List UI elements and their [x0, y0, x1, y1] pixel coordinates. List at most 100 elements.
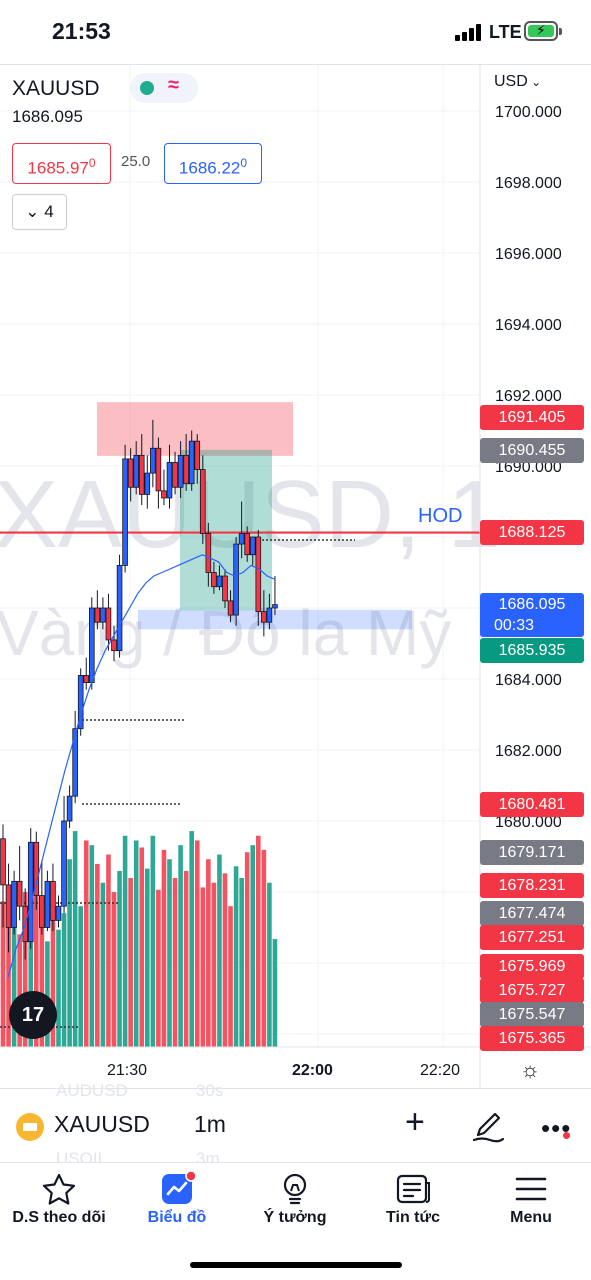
indicators-toggle-button[interactable]: ⌄ 4: [12, 194, 67, 230]
candle-body: [155, 447, 162, 492]
hamburger-menu-icon: [515, 1177, 547, 1201]
candle-body: [183, 454, 189, 485]
volume-bar: [122, 835, 128, 1047]
candle-body: [33, 841, 40, 896]
candle-body: [66, 795, 73, 822]
candle-body: [249, 536, 256, 556]
hod-price-tag[interactable]: 1688.125: [480, 520, 584, 545]
price-tag[interactable]: 1675.365: [480, 1026, 584, 1051]
price-tag[interactable]: 1685.935: [480, 638, 584, 663]
volume-bar: [222, 873, 228, 1047]
time-axis-label: 21:30: [107, 1062, 147, 1079]
add-icon[interactable]: +: [405, 1103, 425, 1141]
bar-countdown: 00:33: [494, 617, 535, 634]
price-tag[interactable]: 1691.405: [480, 405, 584, 430]
candle-body: [116, 564, 123, 651]
volume-bar: [178, 845, 183, 1047]
candle-body: [261, 611, 267, 623]
buy-button[interactable]: 1686.220: [164, 143, 262, 184]
interval-button[interactable]: 1m: [194, 1111, 226, 1137]
candle-body: [39, 895, 45, 928]
ghost-interval: 30s: [196, 1081, 224, 1100]
volume-bar: [22, 892, 28, 1047]
drawing-tools-pen-icon[interactable]: [470, 1107, 506, 1143]
volume-bar: [95, 863, 100, 1047]
candle-body: [255, 536, 262, 612]
candle-body: [272, 604, 278, 609]
price-tag[interactable]: 1677.251: [480, 925, 584, 950]
price-tag[interactable]: 1675.969: [480, 954, 584, 979]
price-tag[interactable]: 1675.727: [480, 978, 584, 1003]
candle-body: [227, 600, 234, 616]
candle-body: [238, 533, 245, 545]
price-tag[interactable]: 1679.171: [480, 840, 584, 865]
price-axis-label: 1690.000: [495, 459, 562, 476]
current-price-tag[interactable]: 1686.095 00:33: [480, 593, 584, 637]
price-axis-label: 1698.000: [495, 175, 562, 192]
time-axis-label: 22:20: [420, 1062, 460, 1079]
symbol-search-button[interactable]: XAUUSD: [54, 1111, 150, 1137]
candle-body: [233, 543, 239, 616]
volume-bar: [67, 859, 72, 1047]
candle-body: [127, 458, 134, 488]
candle-body: [61, 820, 67, 907]
price-tag[interactable]: 1680.481: [480, 792, 584, 817]
chart-area[interactable]: XAUUSD, 1 Vàng / Đô la Mỹ 1700.000 1698.000…: [0, 64, 591, 1088]
volume-bar: [17, 934, 22, 1047]
nav-label: Biểu đồ: [147, 1209, 207, 1226]
candle-body: [50, 880, 56, 921]
candle-body: [216, 575, 223, 588]
price-tag[interactable]: 1677.474: [480, 901, 584, 926]
volume-bar: [156, 889, 161, 1047]
volume-bar: [83, 840, 89, 1047]
volume-bar: [128, 878, 133, 1047]
volume-bar: [211, 882, 217, 1047]
nav-chart[interactable]: Biểu đồ: [118, 1163, 236, 1243]
symbol-name[interactable]: XAUUSD: [12, 77, 100, 100]
candle-body: [0, 838, 6, 886]
more-options-icon[interactable]: •••: [541, 1113, 572, 1143]
volume-bar: [256, 835, 261, 1047]
nav-ideas[interactable]: Ý tưởng: [236, 1163, 354, 1243]
candle-body: [5, 884, 12, 928]
candle-body: [122, 458, 128, 566]
volume-bar: [167, 859, 172, 1047]
candle-body: [94, 607, 101, 623]
market-status-pill[interactable]: ≈: [130, 73, 198, 103]
volume-bar: [239, 878, 244, 1047]
volume-bar: [233, 866, 239, 1047]
bid-price-small: 0: [88, 156, 96, 170]
price-axis-label: 1680.000: [495, 814, 562, 831]
volume-bar: [200, 887, 206, 1047]
volume-bar: [11, 882, 17, 1047]
candle-body: [222, 575, 228, 602]
current-price: 1686.095: [498, 596, 566, 613]
time-axis-label: 22:00: [292, 1062, 333, 1079]
sell-button[interactable]: 1685.970: [12, 143, 111, 184]
volume-bar: [206, 859, 211, 1047]
nav-news[interactable]: Tin tức: [354, 1163, 472, 1243]
nav-menu[interactable]: Menu: [472, 1163, 590, 1243]
volume-bar: [34, 873, 39, 1047]
settings-gear-icon[interactable]: ☼: [520, 1057, 541, 1082]
price-tag[interactable]: 1675.547: [480, 1002, 584, 1027]
currency-selector[interactable]: USD ⌄: [494, 73, 541, 91]
volume-bar: [272, 939, 278, 1047]
volume-bar: [189, 831, 194, 1047]
ask-price-small: 0: [240, 156, 248, 170]
price-tag[interactable]: 1678.231: [480, 873, 584, 898]
tradingview-logo-icon[interactable]: 17: [9, 991, 57, 1039]
candle-body: [111, 639, 117, 652]
candle-body: [44, 880, 51, 928]
volume-bar: [139, 847, 145, 1047]
candle-body: [16, 880, 23, 907]
last-price: 1686.095: [12, 107, 83, 126]
candle-body: [105, 607, 112, 641]
price-tag[interactable]: 1690.455: [480, 438, 584, 463]
signal-strength-icon: [455, 24, 481, 41]
price-axis-label: 1682.000: [495, 743, 562, 760]
demand-zone: [138, 609, 412, 630]
nav-label: Menu: [510, 1209, 552, 1226]
nav-watchlist[interactable]: D.S theo dõi: [0, 1163, 118, 1243]
